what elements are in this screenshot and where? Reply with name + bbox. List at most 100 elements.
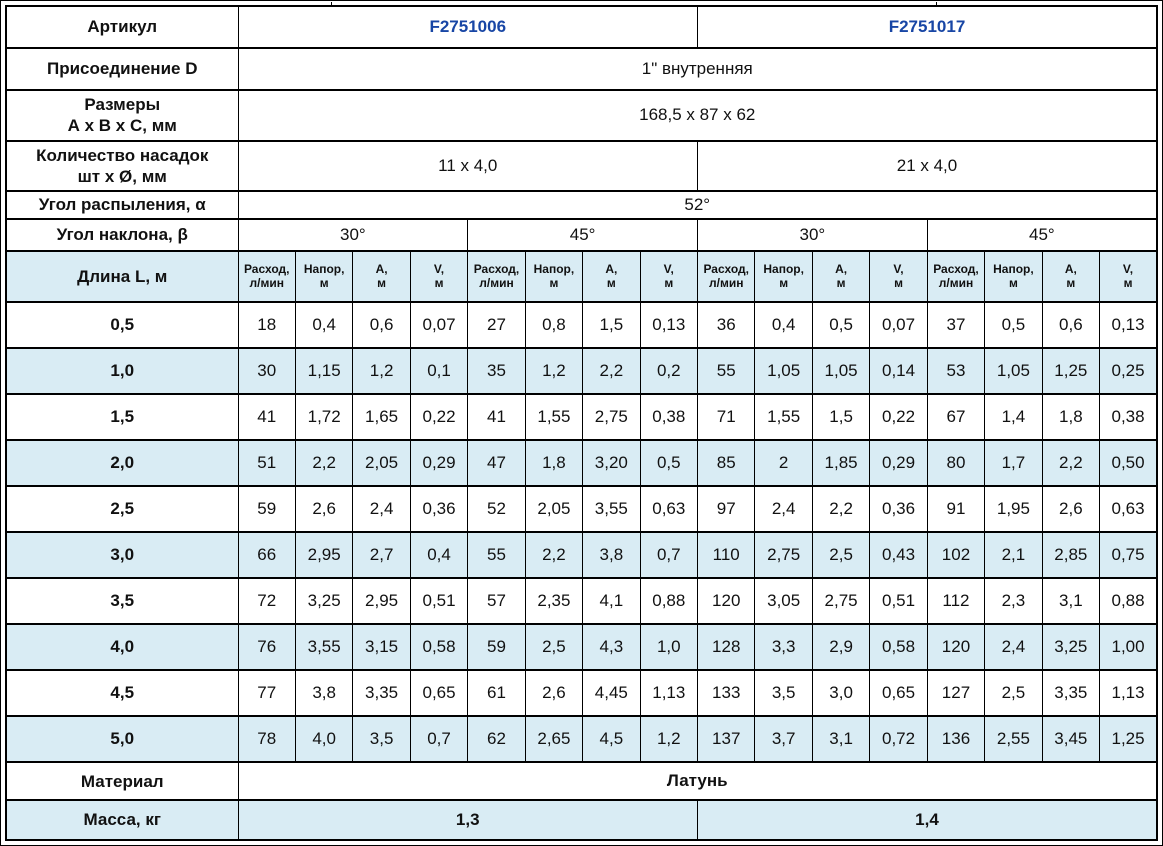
data-cell: 3,8 bbox=[294, 669, 354, 718]
data-cell: 112 bbox=[926, 577, 986, 626]
data-cell: 3,5 bbox=[352, 715, 411, 764]
data-cell: 2,35 bbox=[524, 577, 584, 626]
data-cell: 2,5 bbox=[984, 669, 1043, 718]
data-cell: 2,6 bbox=[1041, 485, 1101, 534]
data-cell: 80 bbox=[926, 439, 986, 488]
data-cell: 1,5 bbox=[582, 301, 641, 350]
dimensions-label-line1: Размеры bbox=[84, 95, 161, 115]
data-cell: 0,63 bbox=[639, 485, 699, 534]
data-cell: 3,05 bbox=[754, 577, 813, 626]
table-row: 3,5 72 3,25 2,95 0,51 57 2,35 4,1 0,88 120 3,05 2,7… bbox=[5, 577, 1158, 626]
data-cell: 4,0 bbox=[294, 715, 354, 764]
data-cell: 71 bbox=[696, 393, 756, 442]
data-cell: 0,6 bbox=[352, 301, 411, 350]
data-cell: 2,95 bbox=[294, 531, 354, 580]
data-cell: 0,36 bbox=[409, 485, 469, 534]
subheader-cell: Напор, м bbox=[294, 250, 354, 304]
table-row: 2,5 59 2,6 2,4 0,36 52 2,05 3,55 0,63 97 2,4 2,2 0,3… bbox=[5, 485, 1158, 534]
data-cell: 2,3 bbox=[984, 577, 1043, 626]
data-cell: 3,45 bbox=[1041, 715, 1101, 764]
data-cell: 2,2 bbox=[811, 485, 871, 534]
data-cell: 3,35 bbox=[1041, 669, 1101, 718]
top-border-tick bbox=[331, 2, 332, 6]
data-cell: 0,29 bbox=[869, 439, 928, 488]
data-cell: 4,3 bbox=[582, 623, 641, 672]
data-cell: 0,38 bbox=[1099, 393, 1158, 442]
top-border-tick bbox=[936, 2, 937, 6]
data-cell: 3,0 bbox=[811, 669, 871, 718]
data-cell: 30 bbox=[237, 347, 296, 396]
product-spec-table: Артикул F2751006 F2751017 Присоединение … bbox=[5, 5, 1158, 841]
row-label-dimensions: Размеры А х В х С, мм bbox=[5, 88, 239, 142]
data-cell: 1,4 bbox=[984, 393, 1043, 442]
data-cell: 76 bbox=[237, 623, 296, 672]
table-row: 2,0 51 2,2 2,05 0,29 47 1,8 3,20 0,5 85 2 1,85 0,29 8… bbox=[5, 439, 1158, 488]
data-cell: 1,15 bbox=[294, 347, 354, 396]
tilt-angle-group-3: 30° bbox=[697, 217, 928, 253]
data-cell: 3,25 bbox=[1041, 623, 1101, 672]
data-cell: 47 bbox=[467, 439, 526, 488]
data-cell: 1,95 bbox=[984, 485, 1043, 534]
nozzles-label-line1: Количество насадок bbox=[36, 145, 209, 165]
data-cell: 2,2 bbox=[582, 347, 641, 396]
data-cell: 2,1 bbox=[984, 531, 1043, 580]
data-cell: 1,0 bbox=[639, 623, 699, 672]
dimensions-value: 168,5 x 87 x 62 bbox=[237, 88, 1158, 142]
data-cell: 133 bbox=[696, 669, 756, 718]
spray-angle-value: 52° bbox=[237, 189, 1158, 220]
data-cell: 55 bbox=[696, 347, 756, 396]
row-tilt-angle: Угол наклона, β 30° 45° 30° 45° bbox=[5, 217, 1158, 253]
row-nozzles: Количество насадок шт х Ø, мм 11 x 4,0 2… bbox=[5, 139, 1158, 192]
data-cell: 0,65 bbox=[409, 669, 469, 718]
data-cell: 3,15 bbox=[352, 623, 411, 672]
data-cell: 41 bbox=[467, 393, 526, 442]
data-cell: 2,4 bbox=[984, 623, 1043, 672]
row-material: Материал Латунь bbox=[5, 761, 1158, 802]
data-cell: 120 bbox=[926, 623, 986, 672]
row-label-mass: Масса, кг bbox=[5, 799, 239, 841]
row-label-tilt-angle: Угол наклона, β bbox=[5, 217, 239, 253]
nozzles-value-2: 21 x 4,0 bbox=[697, 139, 1158, 192]
length-value: 2,5 bbox=[5, 485, 239, 534]
data-cell: 1,55 bbox=[754, 393, 813, 442]
data-cell: 0,72 bbox=[869, 715, 928, 764]
data-cell: 55 bbox=[467, 531, 526, 580]
length-value: 2,0 bbox=[5, 439, 239, 488]
length-value: 4,0 bbox=[5, 623, 239, 672]
data-cell: 59 bbox=[467, 623, 526, 672]
data-cell: 53 bbox=[926, 347, 986, 396]
data-cell: 27 bbox=[467, 301, 526, 350]
data-cell: 1,13 bbox=[1099, 669, 1158, 718]
data-cell: 0,88 bbox=[639, 577, 699, 626]
data-cell: 128 bbox=[696, 623, 756, 672]
data-cell: 3,7 bbox=[754, 715, 813, 764]
data-cell: 137 bbox=[696, 715, 756, 764]
subheader-cell: V, м bbox=[1099, 250, 1158, 304]
data-cell: 2,6 bbox=[524, 669, 584, 718]
data-cell: 1,00 bbox=[1099, 623, 1158, 672]
connection-value: 1" внутренняя bbox=[237, 46, 1158, 91]
subheader-cell: А, м bbox=[352, 250, 411, 304]
data-cell: 0,1 bbox=[409, 347, 469, 396]
length-value: 5,0 bbox=[5, 715, 239, 764]
data-cell: 37 bbox=[926, 301, 986, 350]
data-cell: 3,3 bbox=[754, 623, 813, 672]
data-cell: 62 bbox=[467, 715, 526, 764]
data-cell: 4,45 bbox=[582, 669, 641, 718]
data-cell: 2,7 bbox=[352, 531, 411, 580]
data-cell: 1,05 bbox=[984, 347, 1043, 396]
data-cell: 78 bbox=[237, 715, 296, 764]
table-row: 1,0 30 1,15 1,2 0,1 35 1,2 2,2 0,2 55 1,05 1,05 0,14… bbox=[5, 347, 1158, 396]
data-cell: 1,25 bbox=[1099, 715, 1158, 764]
data-cell: 2,75 bbox=[582, 393, 641, 442]
measurement-body: 0,5 18 0,4 0,6 0,07 27 0,8 1,5 0,13 36 0,4 0,5 0,07 3… bbox=[5, 301, 1158, 764]
nozzles-label-line2: шт х Ø, мм bbox=[77, 166, 167, 186]
row-article: Артикул F2751006 F2751017 bbox=[5, 5, 1158, 49]
nozzles-value-1: 11 x 4,0 bbox=[237, 139, 698, 192]
data-cell: 0,5 bbox=[811, 301, 871, 350]
data-cell: 0,6 bbox=[1041, 301, 1101, 350]
data-cell: 77 bbox=[237, 669, 296, 718]
subheader-cell: V, м bbox=[639, 250, 699, 304]
data-cell: 3,1 bbox=[1041, 577, 1101, 626]
data-cell: 4,1 bbox=[582, 577, 641, 626]
